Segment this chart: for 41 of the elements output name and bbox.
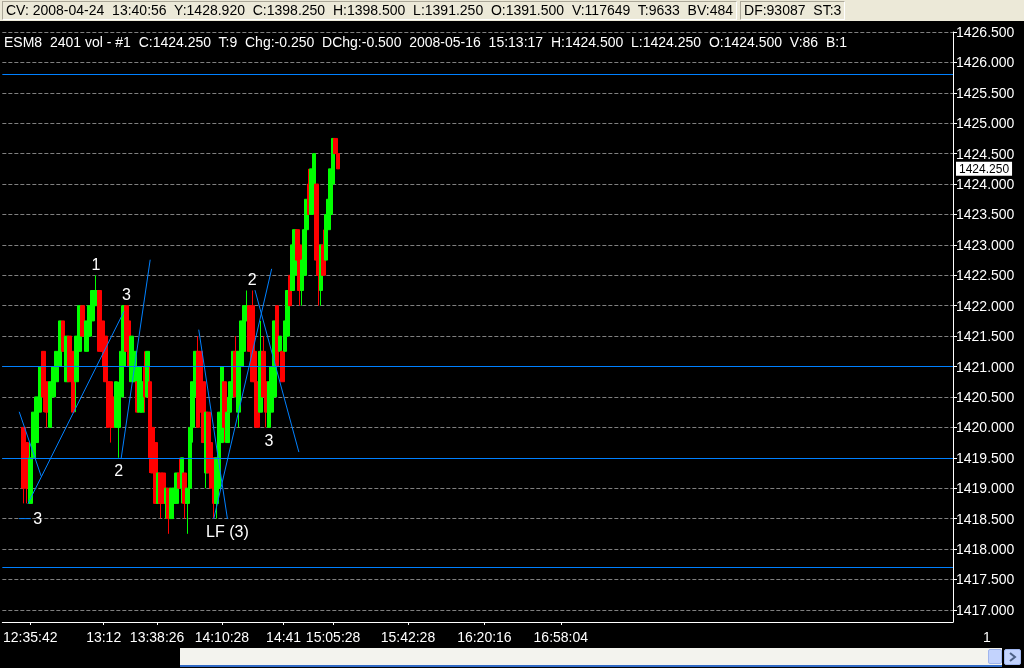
y-tick-label: 1420.500 — [956, 388, 1015, 405]
y-tick-label: 1418.500 — [956, 510, 1015, 527]
annotation: 2 — [114, 462, 124, 480]
status-field: CV: 2008-04-24 13:40:56 Y:1428.920 C:1398.250 H:1398.500 L:1391.250 O:1391.500 V:117649 T:9633 BV:484 — [2, 1, 738, 20]
text: 1 — [983, 629, 991, 645]
y-tick-label: 1424.500 — [956, 145, 1015, 162]
y-tick-label: 1421.500 — [956, 328, 1015, 345]
annotation: LF (3) — [206, 523, 249, 541]
y-tick-label: 1425.500 — [956, 84, 1015, 101]
y-tick-label: 1422.500 — [956, 267, 1015, 284]
annotation: 3 — [33, 510, 43, 528]
y-tick-label: 1417.000 — [956, 601, 1015, 618]
x-tick-label: 13:12 — [86, 629, 122, 645]
y-tick-label: 1425.000 — [956, 115, 1015, 132]
annotation: 3 — [122, 286, 132, 304]
x-tick-label: 14:41 — [266, 629, 302, 645]
x-tick-label: 12:35:42 — [3, 629, 58, 645]
y-tick-label: 1417.500 — [956, 571, 1015, 588]
y-tick-label: 1426.500 — [956, 24, 1015, 40]
y-tick-label: 1419.000 — [956, 480, 1015, 497]
y-tick-label: 1422.000 — [956, 297, 1015, 314]
y-tick-label: 1423.000 — [956, 236, 1015, 253]
annotation: 2 — [247, 271, 257, 289]
x-tick-label: 14:10:28 — [194, 629, 250, 645]
annotation: 3 — [264, 431, 274, 449]
x-tick-label: 16:58:04 — [533, 629, 589, 645]
x-tick-label: 15:05:28 — [305, 629, 361, 645]
status-field: DF:93087 ST:3 — [740, 1, 846, 20]
y-tick-label: 1424.000 — [956, 176, 1015, 193]
y-tick-label: 1423.500 — [956, 206, 1015, 223]
x-tick-label: 13:38:26 — [129, 629, 185, 645]
text: 1424.250 — [959, 161, 1010, 176]
x-tick-label: 16:20:16 — [457, 629, 512, 645]
x-tick-label: 15:42:28 — [380, 629, 436, 645]
y-tick-label: 1419.500 — [956, 449, 1015, 466]
chart-subtitle: ESM8 2401 vol - #1 C:1424.250 T:9 Chg:-0.250 DChg:-0.500 2008-05-16 15:13:17 H:1424.500 L:1424.250 O:1424.500 V:86 B:1 — [4, 34, 847, 50]
y-tick-label: 1420.000 — [956, 419, 1015, 436]
y-tick-label: 1418.000 — [956, 541, 1015, 558]
annotation: 1 — [91, 255, 101, 273]
y-tick-label: 1421.000 — [956, 358, 1015, 375]
y-tick-label: 1426.000 — [956, 54, 1015, 71]
